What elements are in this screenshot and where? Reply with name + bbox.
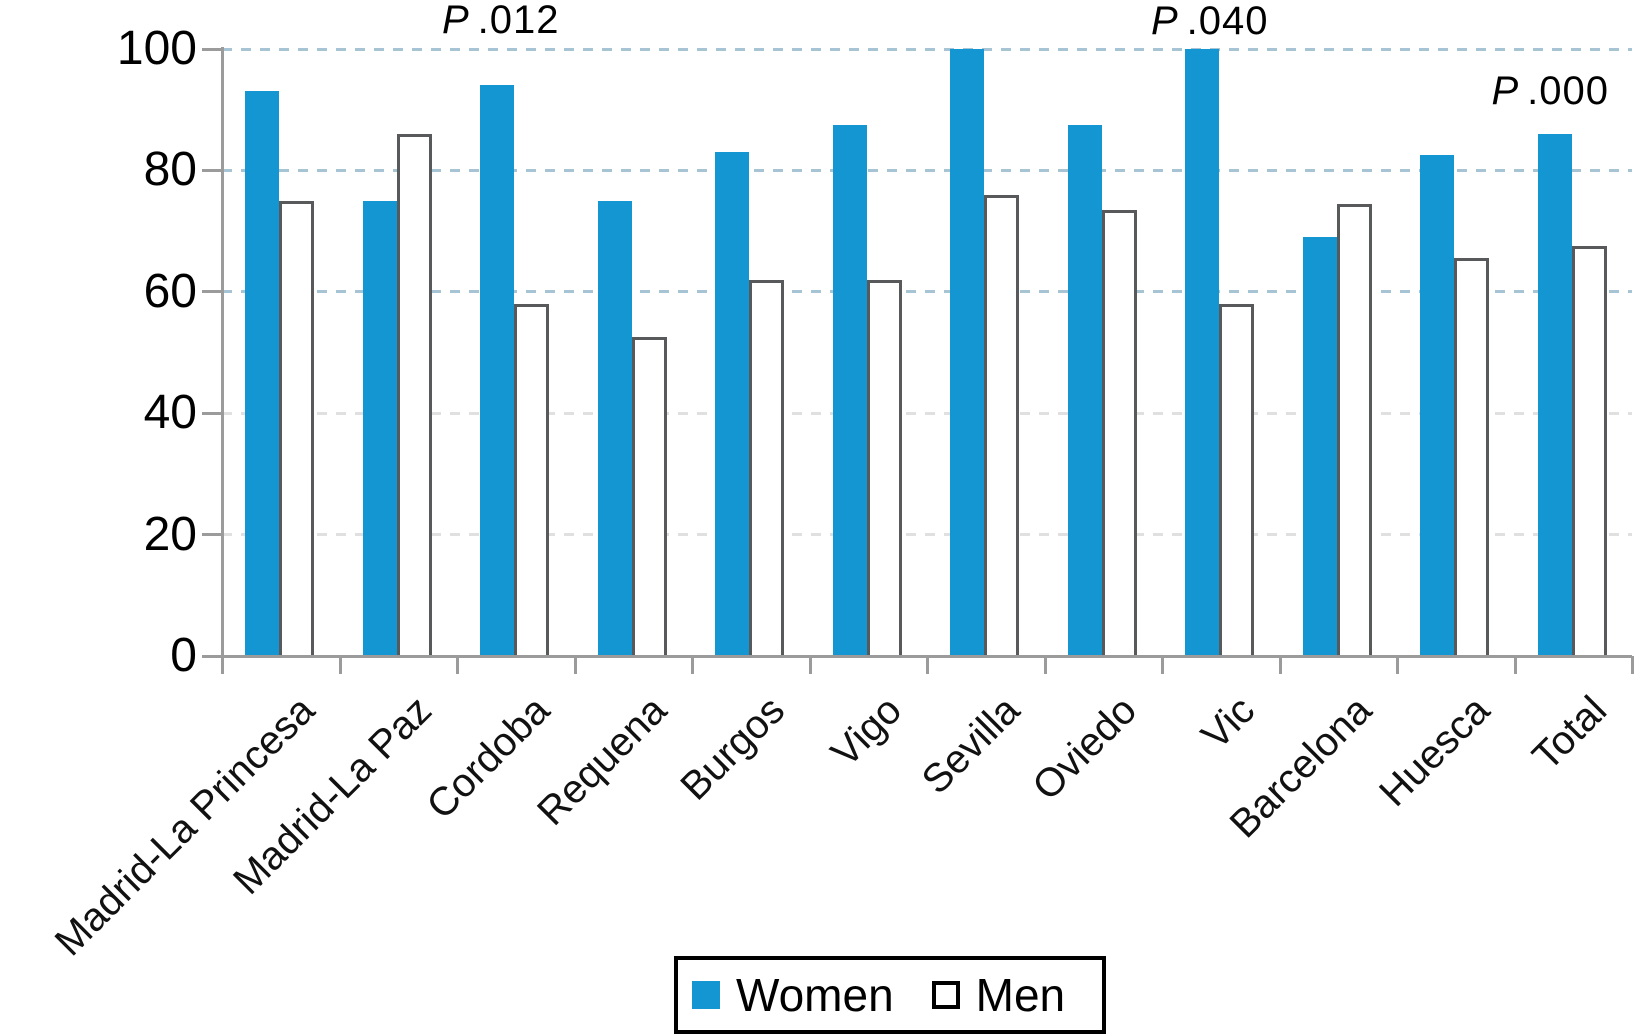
bar-men-11 bbox=[1571, 246, 1607, 656]
y-axis-tick-label-20: 20 bbox=[143, 507, 197, 561]
x-axis-tick-9 bbox=[1278, 656, 1282, 674]
x-axis-tick-5 bbox=[808, 656, 812, 674]
legend: Women Men bbox=[674, 956, 1106, 1034]
legend-label-women: Women bbox=[736, 969, 894, 1021]
p-value-number: .012 bbox=[477, 0, 560, 42]
p-value-prefix: P bbox=[1491, 69, 1520, 113]
y-axis-tick-20 bbox=[202, 533, 222, 537]
bar-women-7 bbox=[1067, 124, 1102, 656]
x-axis-tick-10 bbox=[1396, 656, 1399, 674]
bar-women-11 bbox=[1537, 133, 1572, 656]
bar-men-8 bbox=[1219, 303, 1254, 656]
x-axis-line bbox=[202, 654, 1632, 658]
y-axis-tick-60 bbox=[202, 290, 222, 294]
bar-men-0 bbox=[279, 200, 314, 656]
y-axis-line bbox=[221, 47, 224, 674]
bar-women-2 bbox=[480, 85, 514, 656]
bar-men-10 bbox=[1454, 258, 1489, 656]
y-axis-tick-label-80: 80 bbox=[143, 143, 197, 197]
gridline-20 bbox=[222, 533, 1632, 537]
x-axis-tick-4 bbox=[691, 656, 694, 674]
x-axis-tick-8 bbox=[1161, 656, 1164, 674]
bar-men-7 bbox=[1101, 209, 1137, 656]
gridline-40 bbox=[222, 411, 1632, 415]
bar-men-2 bbox=[514, 303, 549, 656]
p-value-number: .040 bbox=[1186, 0, 1269, 43]
x-axis-tick-7 bbox=[1043, 656, 1047, 674]
y-axis-tick-label-60: 60 bbox=[143, 264, 197, 318]
legend-swatch-women-icon bbox=[692, 981, 720, 1009]
p-value-annotation-2: P .000 bbox=[1491, 71, 1609, 111]
y-axis-tick-label-0: 0 bbox=[170, 629, 197, 682]
gridline-60 bbox=[222, 290, 1632, 294]
p-value-prefix: P bbox=[1150, 0, 1179, 43]
y-axis-tick-label-100: 100 bbox=[116, 22, 197, 75]
bar-women-3 bbox=[597, 200, 632, 656]
x-axis-tick-1 bbox=[338, 656, 342, 674]
x-axis-tick-3 bbox=[573, 656, 577, 674]
bar-women-10 bbox=[1420, 155, 1454, 656]
bar-men-6 bbox=[984, 194, 1019, 656]
bar-women-9 bbox=[1302, 237, 1337, 656]
gridline-80 bbox=[222, 168, 1632, 172]
bar-men-3 bbox=[631, 337, 667, 656]
bar-women-5 bbox=[832, 124, 867, 656]
p-value-prefix: P bbox=[441, 0, 470, 42]
legend-label-men: Men bbox=[975, 969, 1066, 1021]
x-axis-tick-2 bbox=[456, 656, 459, 674]
y-axis-tick-80 bbox=[202, 168, 222, 172]
bar-men-9 bbox=[1336, 203, 1372, 656]
p-value-annotation-0: P .012 bbox=[442, 0, 560, 40]
bar-women-4 bbox=[715, 152, 749, 656]
x-axis-tick-0 bbox=[221, 656, 224, 674]
bar-men-1 bbox=[396, 133, 432, 656]
bar-men-4 bbox=[749, 279, 784, 656]
legend-swatch-men-icon bbox=[931, 981, 960, 1009]
bar-women-1 bbox=[362, 200, 397, 656]
y-axis-tick-100 bbox=[202, 47, 222, 51]
x-axis-tick-12 bbox=[1631, 656, 1634, 674]
bar-women-6 bbox=[950, 49, 984, 656]
y-axis-tick-40 bbox=[202, 411, 222, 415]
bar-men-5 bbox=[866, 279, 902, 656]
p-value-number: .000 bbox=[1527, 69, 1610, 113]
p-value-annotation-1: P .040 bbox=[1151, 1, 1269, 41]
gridline-100 bbox=[222, 47, 1632, 51]
x-axis-tick-11 bbox=[1513, 656, 1517, 674]
bar-women-8 bbox=[1185, 49, 1219, 656]
y-axis-tick-label-40: 40 bbox=[143, 386, 197, 440]
bar-women-0 bbox=[245, 91, 279, 656]
x-axis-tick-6 bbox=[926, 656, 929, 674]
